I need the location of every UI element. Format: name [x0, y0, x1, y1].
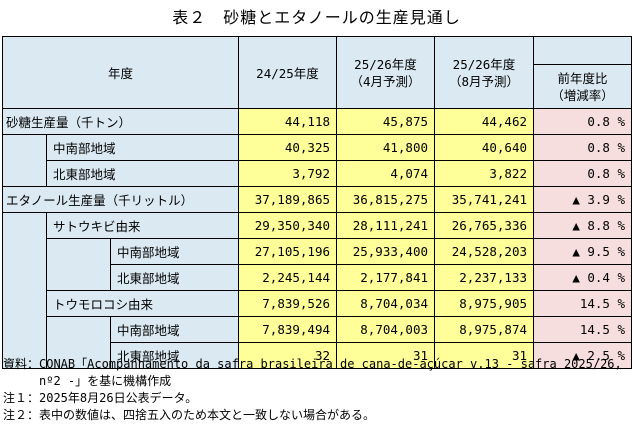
table-row: サトウキビ由来 29,350,340 28,111,241 26,765,336…	[2, 212, 632, 369]
row-label: 中南部地域	[110, 316, 239, 343]
row-label: サトウキビ由来	[46, 212, 239, 239]
cell-2425: 32	[238, 342, 337, 369]
row-label: 中南部地域	[46, 134, 239, 161]
cell-2526-august: 8,975,905	[434, 290, 534, 317]
row-label: 砂糖生産量（千トン）	[2, 108, 239, 135]
cell-yoy-rate: 14.5 %	[533, 290, 632, 317]
table-notes: 資料：CONAB「Acompanhamento da safra brasile…	[3, 356, 631, 424]
cell-yoy-rate: 0.8 %	[533, 134, 632, 161]
indent-spacer	[2, 134, 47, 187]
cell-2425: 2,245,144	[238, 264, 337, 291]
header-2526-april: 25/26年度 （4月予測）	[336, 36, 435, 109]
cell-2425: 29,350,340	[238, 212, 337, 239]
row-label: エタノール生産量（千リットル）	[2, 186, 239, 213]
cell-2526-august: 8,975,874	[434, 316, 534, 343]
table-row: 中南部地域 27,105,196 25,933,400 24,528,203 ▲…	[3, 238, 632, 291]
cell-2526-august: 44,462	[434, 108, 534, 135]
header-2526-april-line2: （4月予測）	[350, 73, 421, 89]
cell-yoy-rate: ▲ 0.4 %	[533, 264, 632, 291]
cell-yoy-rate: ▲ 2.5 %	[533, 342, 632, 369]
cell-2425: 37,189,865	[238, 186, 337, 213]
cell-2526-april: 31	[336, 342, 435, 369]
table-row: 北東部地域 32 31 31 ▲ 2.5 %	[3, 342, 632, 369]
table-row: 砂糖生産量（千トン） 44,118 45,875 44,462 0.8 %	[2, 108, 632, 135]
header-2526-august: 25/26年度 （8月予測）	[434, 36, 534, 109]
indent-spacer	[46, 238, 111, 291]
cell-2526-august: 35,741,241	[434, 186, 534, 213]
cell-yoy-rate: ▲ 8.8 %	[533, 212, 632, 239]
header-year: 年度	[2, 36, 239, 109]
cell-2425: 40,325	[238, 134, 337, 161]
cell-yoy-rate: 14.5 %	[533, 316, 632, 343]
header-2526-august-line2: （8月予測）	[448, 73, 520, 89]
note-2: 注２：表中の数値は、四捨五入のため本文と一致しない場合がある。	[3, 408, 376, 422]
cell-2526-august: 26,765,336	[434, 212, 534, 239]
note-1: 注１：2025年8月26日公表データ。	[3, 391, 198, 405]
cell-2526-august: 3,822	[434, 160, 534, 187]
header-empty	[533, 36, 632, 65]
header-yoy-rate-line2: （増減率）	[551, 87, 614, 103]
row-label: 北東部地域	[110, 342, 239, 369]
cell-2526-august: 40,640	[434, 134, 534, 161]
table-row: 中南部地域 7,839,494 8,704,003 8,975,874 14.5…	[3, 316, 632, 369]
cell-2526-april: 45,875	[336, 108, 435, 135]
production-outlook-table: 年度 24/25年度 25/26年度 （4月予測） 25/26年度 （8月予測）…	[2, 36, 632, 369]
row-label: トウモロコシ由来	[46, 290, 239, 317]
cell-2526-april: 36,815,275	[336, 186, 435, 213]
row-label: 北東部地域	[46, 160, 239, 187]
cell-2425: 7,839,526	[238, 290, 337, 317]
cell-2526-april: 41,800	[336, 134, 435, 161]
table-row: トウモロコシ由来 7,839,526 8,704,034 8,975,905 1…	[3, 290, 632, 317]
row-label: 北東部地域	[110, 264, 239, 291]
cell-2526-august: 31	[434, 342, 534, 369]
note-source: 資料：CONAB「Acompanhamento da safra brasile…	[3, 357, 622, 388]
cell-2526-april: 2,177,841	[336, 264, 435, 291]
indent-spacer	[46, 316, 111, 369]
cell-2425: 7,839,494	[238, 316, 337, 343]
cell-2526-april: 4,074	[336, 160, 435, 187]
table-row: 北東部地域 2,245,144 2,177,841 2,237,133 ▲ 0.…	[3, 264, 632, 291]
header-2526-april-line1: 25/26年度	[354, 56, 417, 72]
header-2425: 24/25年度	[238, 36, 337, 109]
table-row: エタノール生産量（千リットル） 37,189,865 36,815,275 35…	[2, 186, 632, 213]
cell-2526-april: 25,933,400	[336, 238, 435, 265]
indent-spacer	[2, 212, 47, 369]
cell-yoy-rate: 0.8 %	[533, 108, 632, 135]
cell-2526-april: 8,704,034	[336, 290, 435, 317]
cell-2425: 44,118	[238, 108, 337, 135]
cell-2526-august: 2,237,133	[434, 264, 534, 291]
cell-yoy-rate: ▲ 3.9 %	[533, 186, 632, 213]
row-label: 中南部地域	[110, 238, 239, 265]
cell-2526-april: 8,704,003	[336, 316, 435, 343]
cell-2425: 3,792	[238, 160, 337, 187]
header-yoy-rate-line1: 前年度比	[557, 70, 608, 86]
cell-yoy-rate: 0.8 %	[533, 160, 632, 187]
cell-2526-april: 28,111,241	[336, 212, 435, 239]
table-row: 中南部地域 40,325 41,800 40,640 0.8 %	[2, 134, 632, 187]
table-row: 北東部地域 3,792 4,074 3,822 0.8 %	[3, 160, 632, 187]
cell-yoy-rate: ▲ 9.5 %	[533, 238, 632, 265]
table-title: 表２ 砂糖とエタノールの生産見通し	[172, 8, 461, 27]
cell-2425: 27,105,196	[238, 238, 337, 265]
header-yoy-rate: 前年度比 （増減率）	[533, 64, 632, 109]
header-2526-august-line1: 25/26年度	[452, 56, 516, 72]
cell-2526-august: 24,528,203	[434, 238, 534, 265]
